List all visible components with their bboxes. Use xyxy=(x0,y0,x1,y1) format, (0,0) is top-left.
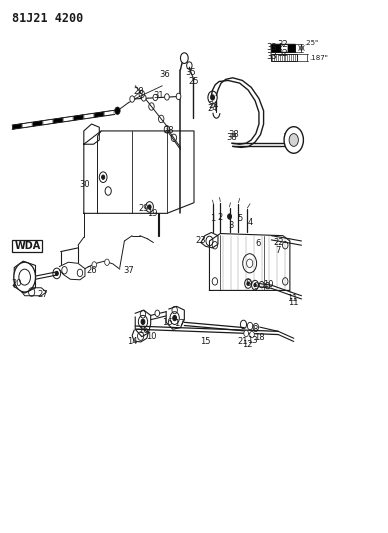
Circle shape xyxy=(102,175,105,179)
Text: 1: 1 xyxy=(210,214,215,223)
Circle shape xyxy=(244,330,248,337)
Text: 26: 26 xyxy=(86,266,97,275)
Text: 33: 33 xyxy=(266,52,277,61)
Text: 5: 5 xyxy=(237,214,242,223)
Polygon shape xyxy=(84,113,94,119)
Text: 29: 29 xyxy=(139,204,149,213)
Text: 4: 4 xyxy=(248,218,253,227)
Text: 21: 21 xyxy=(237,337,248,346)
Circle shape xyxy=(228,214,232,219)
Text: .187": .187" xyxy=(309,54,328,61)
Text: 10: 10 xyxy=(263,280,274,289)
Text: 81J21 4200: 81J21 4200 xyxy=(12,12,83,26)
Circle shape xyxy=(247,282,249,285)
Bar xyxy=(271,44,294,52)
Text: 16: 16 xyxy=(163,318,173,327)
Bar xyxy=(271,44,281,52)
Polygon shape xyxy=(33,120,42,126)
Text: 33: 33 xyxy=(266,43,277,52)
Circle shape xyxy=(141,319,145,325)
Polygon shape xyxy=(53,118,63,124)
Text: 9: 9 xyxy=(253,281,258,290)
Text: 22: 22 xyxy=(273,238,284,247)
Circle shape xyxy=(148,205,151,209)
Circle shape xyxy=(211,95,215,100)
Text: 14: 14 xyxy=(127,337,137,346)
Bar xyxy=(288,44,294,52)
Text: 31: 31 xyxy=(153,91,164,100)
Bar xyxy=(270,54,297,61)
Circle shape xyxy=(180,53,188,63)
Text: 23: 23 xyxy=(196,237,206,246)
Circle shape xyxy=(92,262,97,268)
Polygon shape xyxy=(94,112,104,117)
Text: 28: 28 xyxy=(134,86,144,95)
Circle shape xyxy=(55,271,58,276)
Bar xyxy=(271,44,294,52)
Text: 17: 17 xyxy=(174,319,185,328)
Text: 11: 11 xyxy=(289,298,299,307)
Circle shape xyxy=(14,262,35,292)
Circle shape xyxy=(130,96,135,102)
Text: 35: 35 xyxy=(185,68,196,77)
Polygon shape xyxy=(64,116,73,122)
Text: 7: 7 xyxy=(275,246,281,255)
Bar xyxy=(281,44,288,52)
Text: 8: 8 xyxy=(246,279,251,288)
Circle shape xyxy=(284,127,303,154)
Text: 16: 16 xyxy=(138,326,148,335)
Text: 18: 18 xyxy=(254,333,264,342)
Text: 3: 3 xyxy=(228,221,234,230)
Circle shape xyxy=(155,310,159,317)
Polygon shape xyxy=(23,122,32,128)
Polygon shape xyxy=(74,115,83,120)
Text: 24: 24 xyxy=(207,103,218,112)
Circle shape xyxy=(153,94,158,101)
Text: 2: 2 xyxy=(218,213,223,222)
Text: 36: 36 xyxy=(159,70,170,78)
Text: 32: 32 xyxy=(277,40,288,49)
Text: 19: 19 xyxy=(147,209,158,218)
Polygon shape xyxy=(104,110,114,116)
Text: 11: 11 xyxy=(288,294,298,303)
Circle shape xyxy=(115,107,120,115)
Polygon shape xyxy=(43,119,52,125)
Text: 37: 37 xyxy=(123,266,133,275)
Text: 24: 24 xyxy=(208,101,218,110)
Circle shape xyxy=(173,316,177,321)
Circle shape xyxy=(249,332,254,338)
Text: 10: 10 xyxy=(146,332,157,341)
Text: 30: 30 xyxy=(80,180,90,189)
Text: 20: 20 xyxy=(12,279,22,288)
Text: 12: 12 xyxy=(242,340,253,349)
Text: 15: 15 xyxy=(200,337,211,346)
Text: 27: 27 xyxy=(37,289,48,298)
Text: WDA: WDA xyxy=(14,241,40,251)
Polygon shape xyxy=(12,124,22,130)
Text: 38: 38 xyxy=(229,130,239,139)
Text: 38: 38 xyxy=(227,133,237,142)
Text: 28: 28 xyxy=(164,126,174,135)
Circle shape xyxy=(254,284,256,287)
Text: 25: 25 xyxy=(188,77,199,86)
Text: .25": .25" xyxy=(304,40,318,46)
Bar xyxy=(12,240,42,252)
Circle shape xyxy=(141,95,146,101)
Text: 6: 6 xyxy=(255,239,260,248)
Text: 8: 8 xyxy=(253,325,258,334)
Text: 13: 13 xyxy=(248,336,258,345)
Circle shape xyxy=(289,134,298,147)
Text: 32: 32 xyxy=(277,50,288,58)
Circle shape xyxy=(105,259,109,265)
Circle shape xyxy=(176,93,181,100)
Circle shape xyxy=(165,94,169,100)
